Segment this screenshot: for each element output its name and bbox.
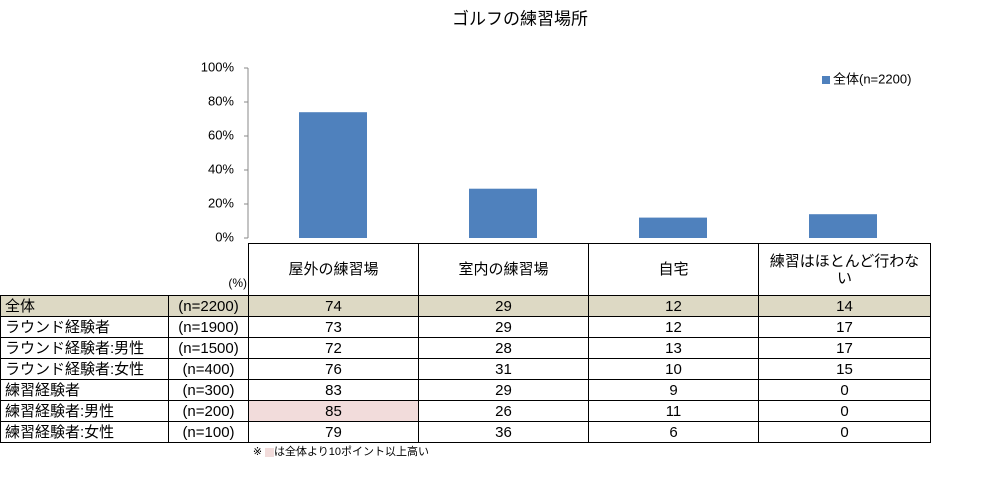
y-tick-label: 0%: [215, 229, 234, 244]
y-tick-label: 80%: [208, 93, 234, 108]
row-label: 練習経験者:女性: [0, 421, 169, 443]
bar: [469, 188, 537, 238]
table-value: 29: [418, 295, 589, 317]
legend-label: 全体(n=2200): [833, 71, 911, 86]
legend-swatch: [822, 76, 830, 84]
table-value: 29: [418, 379, 589, 401]
table-value: 83: [248, 379, 419, 401]
note-prefix: ※: [252, 446, 263, 458]
table-value: 6: [588, 421, 759, 443]
row-sample-size: (n=400): [168, 358, 249, 380]
column-header: 屋外の練習場: [248, 243, 419, 296]
y-tick-label: 40%: [208, 161, 234, 176]
table-value: 10: [588, 358, 759, 380]
table-value: 76: [248, 358, 419, 380]
table-value: 17: [758, 316, 931, 338]
table-value: 73: [248, 316, 419, 338]
row-sample-size: (n=1900): [168, 316, 249, 338]
table-value: 85: [248, 400, 419, 422]
table-value: 12: [588, 316, 759, 338]
table-value: 72: [248, 337, 419, 359]
note: は全体より10ポイント以上高い: [274, 446, 430, 458]
row-label: 練習経験者: [0, 379, 169, 401]
row-sample-size: (n=300): [168, 379, 249, 401]
column-header: 自宅: [588, 243, 759, 296]
row-sample-size: (n=200): [168, 400, 249, 422]
table-value: 28: [418, 337, 589, 359]
bar: [639, 217, 707, 238]
table-value: 0: [758, 421, 931, 443]
table-value: 74: [248, 295, 419, 317]
table-value: 11: [588, 400, 759, 422]
bar: [299, 112, 367, 238]
row-label: ラウンド経験者: [0, 316, 169, 338]
note-swatch: [265, 448, 274, 457]
table-value: 15: [758, 358, 931, 380]
table-value: 0: [758, 379, 931, 401]
table-value: 26: [418, 400, 589, 422]
table-value: 36: [418, 421, 589, 443]
table-value: 29: [418, 316, 589, 338]
table-value: 79: [248, 421, 419, 443]
row-label: 全体: [0, 295, 169, 317]
bar: [809, 214, 877, 238]
unit-label: (%): [228, 276, 247, 290]
chart-title: ゴルフの練習場所: [452, 8, 588, 28]
table-value: 12: [588, 295, 759, 317]
row-sample-size: (n=100): [168, 421, 249, 443]
table-value: 31: [418, 358, 589, 380]
table-value: 0: [758, 400, 931, 422]
column-header: 練習はほとんど行わない: [758, 243, 931, 296]
row-label: ラウンド経験者:女性: [0, 358, 169, 380]
row-sample-size: (n=2200): [168, 295, 249, 317]
y-tick-label: 20%: [208, 195, 234, 210]
table-value: 13: [588, 337, 759, 359]
table-value: 17: [758, 337, 931, 359]
y-tick-label: 60%: [208, 127, 234, 142]
column-header: 室内の練習場: [418, 243, 589, 296]
row-label: ラウンド経験者:男性: [0, 337, 169, 359]
table-value: 9: [588, 379, 759, 401]
row-sample-size: (n=1500): [168, 337, 249, 359]
row-label: 練習経験者:男性: [0, 400, 169, 422]
y-tick-label: 100%: [201, 59, 235, 74]
table-value: 14: [758, 295, 931, 317]
